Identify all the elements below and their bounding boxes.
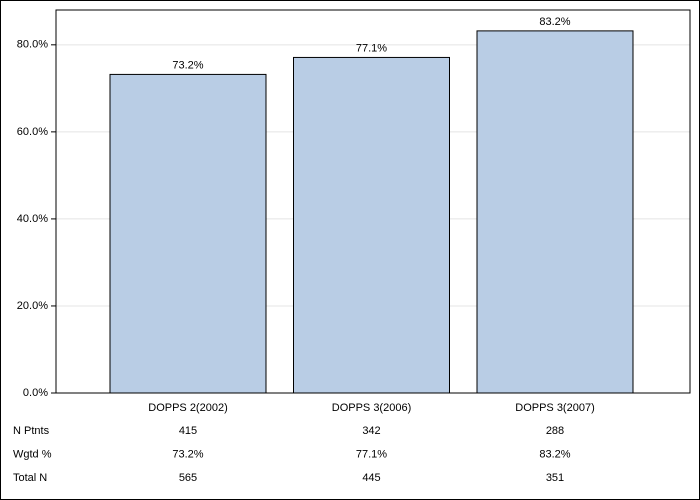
value-label: 73.2% xyxy=(172,59,203,71)
bar xyxy=(293,56,450,394)
table-row-label: Wgtd % xyxy=(13,448,52,460)
x-tick-label: DOPPS 3(2006) xyxy=(332,402,411,414)
x-tick-label: DOPPS 3(2007) xyxy=(515,402,594,414)
y-tick-label: 20.0% xyxy=(17,300,48,312)
table-cell: 342 xyxy=(362,425,380,437)
table-cell: 77.1% xyxy=(356,448,387,460)
value-label: 83.2% xyxy=(539,16,570,28)
bar xyxy=(109,73,267,394)
table-cell: 288 xyxy=(546,425,564,437)
table-row-label: Total N xyxy=(13,472,47,484)
y-tick-label: 40.0% xyxy=(17,213,48,225)
table-cell: 415 xyxy=(179,425,197,437)
table-cell: 73.2% xyxy=(172,448,203,460)
y-tick-label: 80.0% xyxy=(17,39,48,51)
table-cell: 351 xyxy=(546,472,564,484)
value-label: 77.1% xyxy=(356,42,387,54)
bar xyxy=(476,30,634,394)
table-cell: 445 xyxy=(362,472,380,484)
y-tick-label: 0.0% xyxy=(23,387,48,399)
table-row-label: N Ptnts xyxy=(13,425,50,437)
y-tick-label: 60.0% xyxy=(17,126,48,138)
x-tick-label: DOPPS 2(2002) xyxy=(148,402,227,414)
table-cell: 83.2% xyxy=(539,448,570,460)
table-cell: 565 xyxy=(179,472,197,484)
